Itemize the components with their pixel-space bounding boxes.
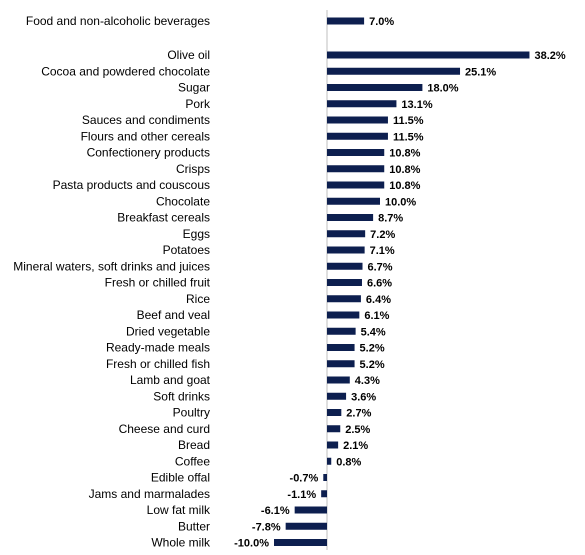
bar-mineral-waters-soft-drinks-and-juices xyxy=(327,262,363,270)
value-label-mineral-waters-soft-drinks-and-juices: 6.7% xyxy=(368,261,393,273)
bar-sugar xyxy=(327,84,423,91)
bar-rice xyxy=(327,295,361,303)
category-label-highlight-food-and-non-alcoholic-beverages: Food and non-alcoholic beverages xyxy=(26,14,210,28)
value-label-chocolate: 10.0% xyxy=(385,196,416,208)
category-label-rice: Rice xyxy=(186,292,210,306)
value-label-fresh-or-chilled-fruit: 6.6% xyxy=(367,278,392,290)
value-label-soft-drinks: 3.6% xyxy=(351,391,376,403)
value-label-dried-vegetable: 5.4% xyxy=(361,326,386,338)
value-label-beef-and-veal: 6.1% xyxy=(364,310,389,322)
value-label-sugar: 18.0% xyxy=(427,83,458,95)
value-label-whole-milk: -10.0% xyxy=(234,538,269,550)
category-label-low-fat-milk: Low fat milk xyxy=(147,503,211,517)
value-label-ready-made-meals: 5.2% xyxy=(360,343,385,355)
category-label-soft-drinks: Soft drinks xyxy=(153,389,210,403)
category-label-olive-oil: Olive oil xyxy=(167,48,210,62)
value-label-cocoa-and-powdered-chocolate: 25.1% xyxy=(465,66,496,78)
value-label-lamb-and-goat: 4.3% xyxy=(355,375,380,387)
value-label-cheese-and-curd: 2.5% xyxy=(345,424,370,436)
category-label-bread: Bread xyxy=(178,438,210,452)
labels-group: Food and non-alcoholic beverages 7.0% Oliv… xyxy=(13,14,566,550)
category-label-breakfast-cereals: Breakfast cereals xyxy=(117,211,210,225)
bar-edible-offal xyxy=(323,474,327,481)
value-label-bread: 2.1% xyxy=(343,440,368,452)
category-label-dried-vegetable: Dried vegetable xyxy=(126,324,210,338)
value-label-rice: 6.4% xyxy=(366,294,391,306)
bars-group xyxy=(274,17,530,546)
category-label-crisps: Crisps xyxy=(176,162,210,176)
category-label-flours-and-other-cereals: Flours and other cereals xyxy=(81,129,210,143)
bar-highlight-food-and-non-alcoholic-beverages xyxy=(327,17,365,25)
value-label-breakfast-cereals: 8.7% xyxy=(378,213,403,225)
bar-coffee xyxy=(327,457,332,465)
category-label-sauces-and-condiments: Sauces and condiments xyxy=(82,113,210,127)
value-label-edible-offal: -0.7% xyxy=(290,473,319,485)
bar-cocoa-and-powdered-chocolate xyxy=(327,67,461,75)
bar-fresh-or-chilled-fish xyxy=(327,360,355,368)
value-label-butter: -7.8% xyxy=(252,521,281,533)
value-label-olive-oil: 38.2% xyxy=(534,50,565,62)
bar-low-fat-milk xyxy=(294,506,327,514)
category-label-cocoa-and-powdered-chocolate: Cocoa and powdered chocolate xyxy=(41,64,210,78)
bar-pork xyxy=(327,100,397,108)
category-label-confectionery-products: Confectionery products xyxy=(87,146,210,160)
category-label-potatoes: Potatoes xyxy=(163,243,210,257)
bar-lamb-and-goat xyxy=(327,376,350,384)
value-label-crisps: 10.8% xyxy=(389,164,420,176)
category-label-eggs: Eggs xyxy=(183,227,210,241)
bar-pasta-products-and-couscous xyxy=(327,181,385,189)
category-label-pork: Pork xyxy=(185,97,211,111)
value-label-pasta-products-and-couscous: 10.8% xyxy=(389,180,420,192)
category-label-beef-and-veal: Beef and veal xyxy=(137,308,210,322)
value-label-low-fat-milk: -6.1% xyxy=(261,505,290,517)
bar-flours-and-other-cereals xyxy=(327,132,388,140)
category-label-coffee: Coffee xyxy=(175,454,210,468)
bar-dried-vegetable xyxy=(327,327,356,335)
bar-cheese-and-curd xyxy=(327,425,341,433)
value-label-fresh-or-chilled-fish: 5.2% xyxy=(360,359,385,371)
category-label-sugar: Sugar xyxy=(178,81,210,95)
category-label-edible-offal: Edible offal xyxy=(151,471,210,485)
bar-potatoes xyxy=(327,246,365,254)
category-label-jams-and-marmalades: Jams and marmalades xyxy=(89,487,210,501)
value-label-pork: 13.1% xyxy=(401,99,432,111)
category-label-whole-milk: Whole milk xyxy=(151,536,211,550)
value-label-eggs: 7.2% xyxy=(370,229,395,241)
bar-beef-and-veal xyxy=(327,311,360,319)
category-label-cheese-and-curd: Cheese and curd xyxy=(119,422,210,436)
bar-ready-made-meals xyxy=(327,344,355,351)
bar-crisps xyxy=(327,165,385,173)
category-label-pasta-products-and-couscous: Pasta products and couscous xyxy=(53,178,210,192)
category-label-ready-made-meals: Ready-made meals xyxy=(106,341,210,355)
bar-breakfast-cereals xyxy=(327,214,374,221)
bar-whole-milk xyxy=(274,539,327,546)
category-label-fresh-or-chilled-fish: Fresh or chilled fish xyxy=(106,357,210,371)
value-label-flours-and-other-cereals: 11.5% xyxy=(393,131,424,143)
value-label-poultry: 2.7% xyxy=(346,408,371,420)
bar-soft-drinks xyxy=(327,392,347,400)
bar-chocolate xyxy=(327,197,380,205)
bar-sauces-and-condiments xyxy=(327,116,388,124)
category-label-mineral-waters-soft-drinks-and-juices: Mineral waters, soft drinks and juices xyxy=(13,259,210,273)
value-label-highlight-food-and-non-alcoholic-beverages: 7.0% xyxy=(369,16,394,28)
bar-olive-oil xyxy=(327,51,530,59)
category-label-butter: Butter xyxy=(178,519,210,533)
category-label-poultry: Poultry xyxy=(173,406,210,420)
value-label-coffee: 0.8% xyxy=(336,456,361,468)
bar-fresh-or-chilled-fruit xyxy=(327,279,362,286)
bar-butter xyxy=(285,522,327,530)
value-label-jams-and-marmalades: -1.1% xyxy=(287,489,316,501)
value-label-potatoes: 7.1% xyxy=(370,245,395,257)
bar-confectionery-products xyxy=(327,149,385,156)
bar-bread xyxy=(327,441,339,449)
bar-poultry xyxy=(327,409,342,416)
value-label-confectionery-products: 10.8% xyxy=(389,148,420,160)
bar-jams-and-marmalades xyxy=(321,490,327,498)
value-label-sauces-and-condiments: 11.5% xyxy=(393,115,424,127)
category-label-lamb-and-goat: Lamb and goat xyxy=(130,373,211,387)
category-label-fresh-or-chilled-fruit: Fresh or chilled fruit xyxy=(105,276,211,290)
bar-eggs xyxy=(327,230,366,238)
category-label-chocolate: Chocolate xyxy=(156,194,210,208)
